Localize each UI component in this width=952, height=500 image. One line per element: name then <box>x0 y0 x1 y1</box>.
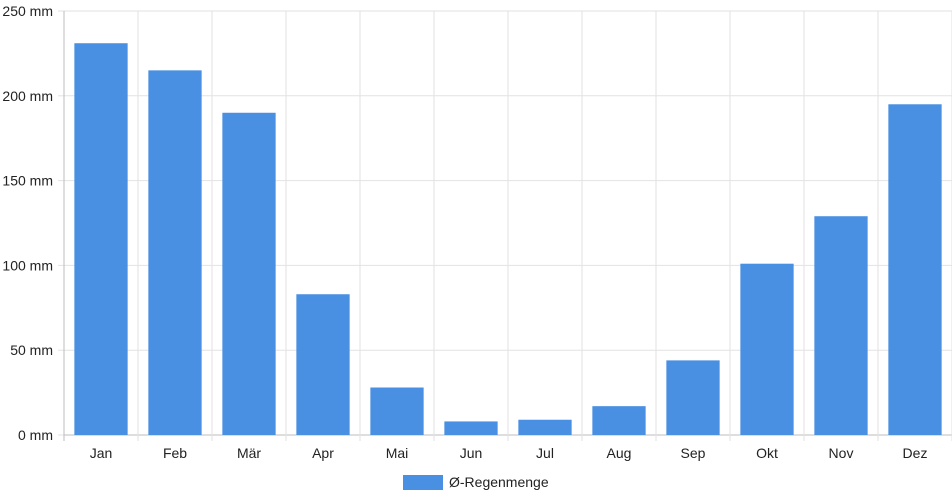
bar <box>444 421 498 435</box>
y-tick-label: 200 mm <box>2 88 53 104</box>
y-tick-label: 250 mm <box>2 3 53 19</box>
x-tick-label: Mai <box>386 445 409 461</box>
bars-layer <box>74 43 942 436</box>
x-tick-label: Mär <box>237 445 261 461</box>
x-tick-label: Jul <box>536 445 554 461</box>
bar <box>666 360 720 435</box>
x-tick-label: Okt <box>756 445 778 461</box>
axis-layer: 0 mm 50 mm 100 mm 150 mm 200 mm 250 mm Jan Feb M… <box>2 3 927 461</box>
x-tick-label: Aug <box>607 445 632 461</box>
bar <box>518 419 572 435</box>
x-tick-label: Apr <box>312 445 334 461</box>
x-tick-label: Jan <box>90 445 113 461</box>
x-tick-label: Feb <box>163 445 187 461</box>
legend: Ø-Regenmenge <box>403 474 549 490</box>
bar <box>888 104 942 435</box>
x-tick-label: Sep <box>681 445 706 461</box>
grid-layer <box>58 10 952 441</box>
y-tick-label: 0 mm <box>18 427 53 443</box>
bar <box>814 216 868 435</box>
legend-swatch <box>403 475 443 490</box>
x-tick-label: Jun <box>460 445 483 461</box>
bar <box>370 387 424 435</box>
legend-label: Ø-Regenmenge <box>449 474 549 490</box>
y-tick-label: 100 mm <box>2 257 53 273</box>
x-tick-label: Nov <box>829 445 854 461</box>
bar <box>222 112 276 435</box>
bar <box>296 294 350 435</box>
bar <box>592 406 646 435</box>
x-tick-label: Dez <box>903 445 928 461</box>
bar <box>740 263 794 435</box>
y-tick-label: 50 mm <box>10 342 53 358</box>
bar <box>74 43 128 435</box>
bar <box>148 70 202 436</box>
y-tick-label: 150 mm <box>2 173 53 189</box>
